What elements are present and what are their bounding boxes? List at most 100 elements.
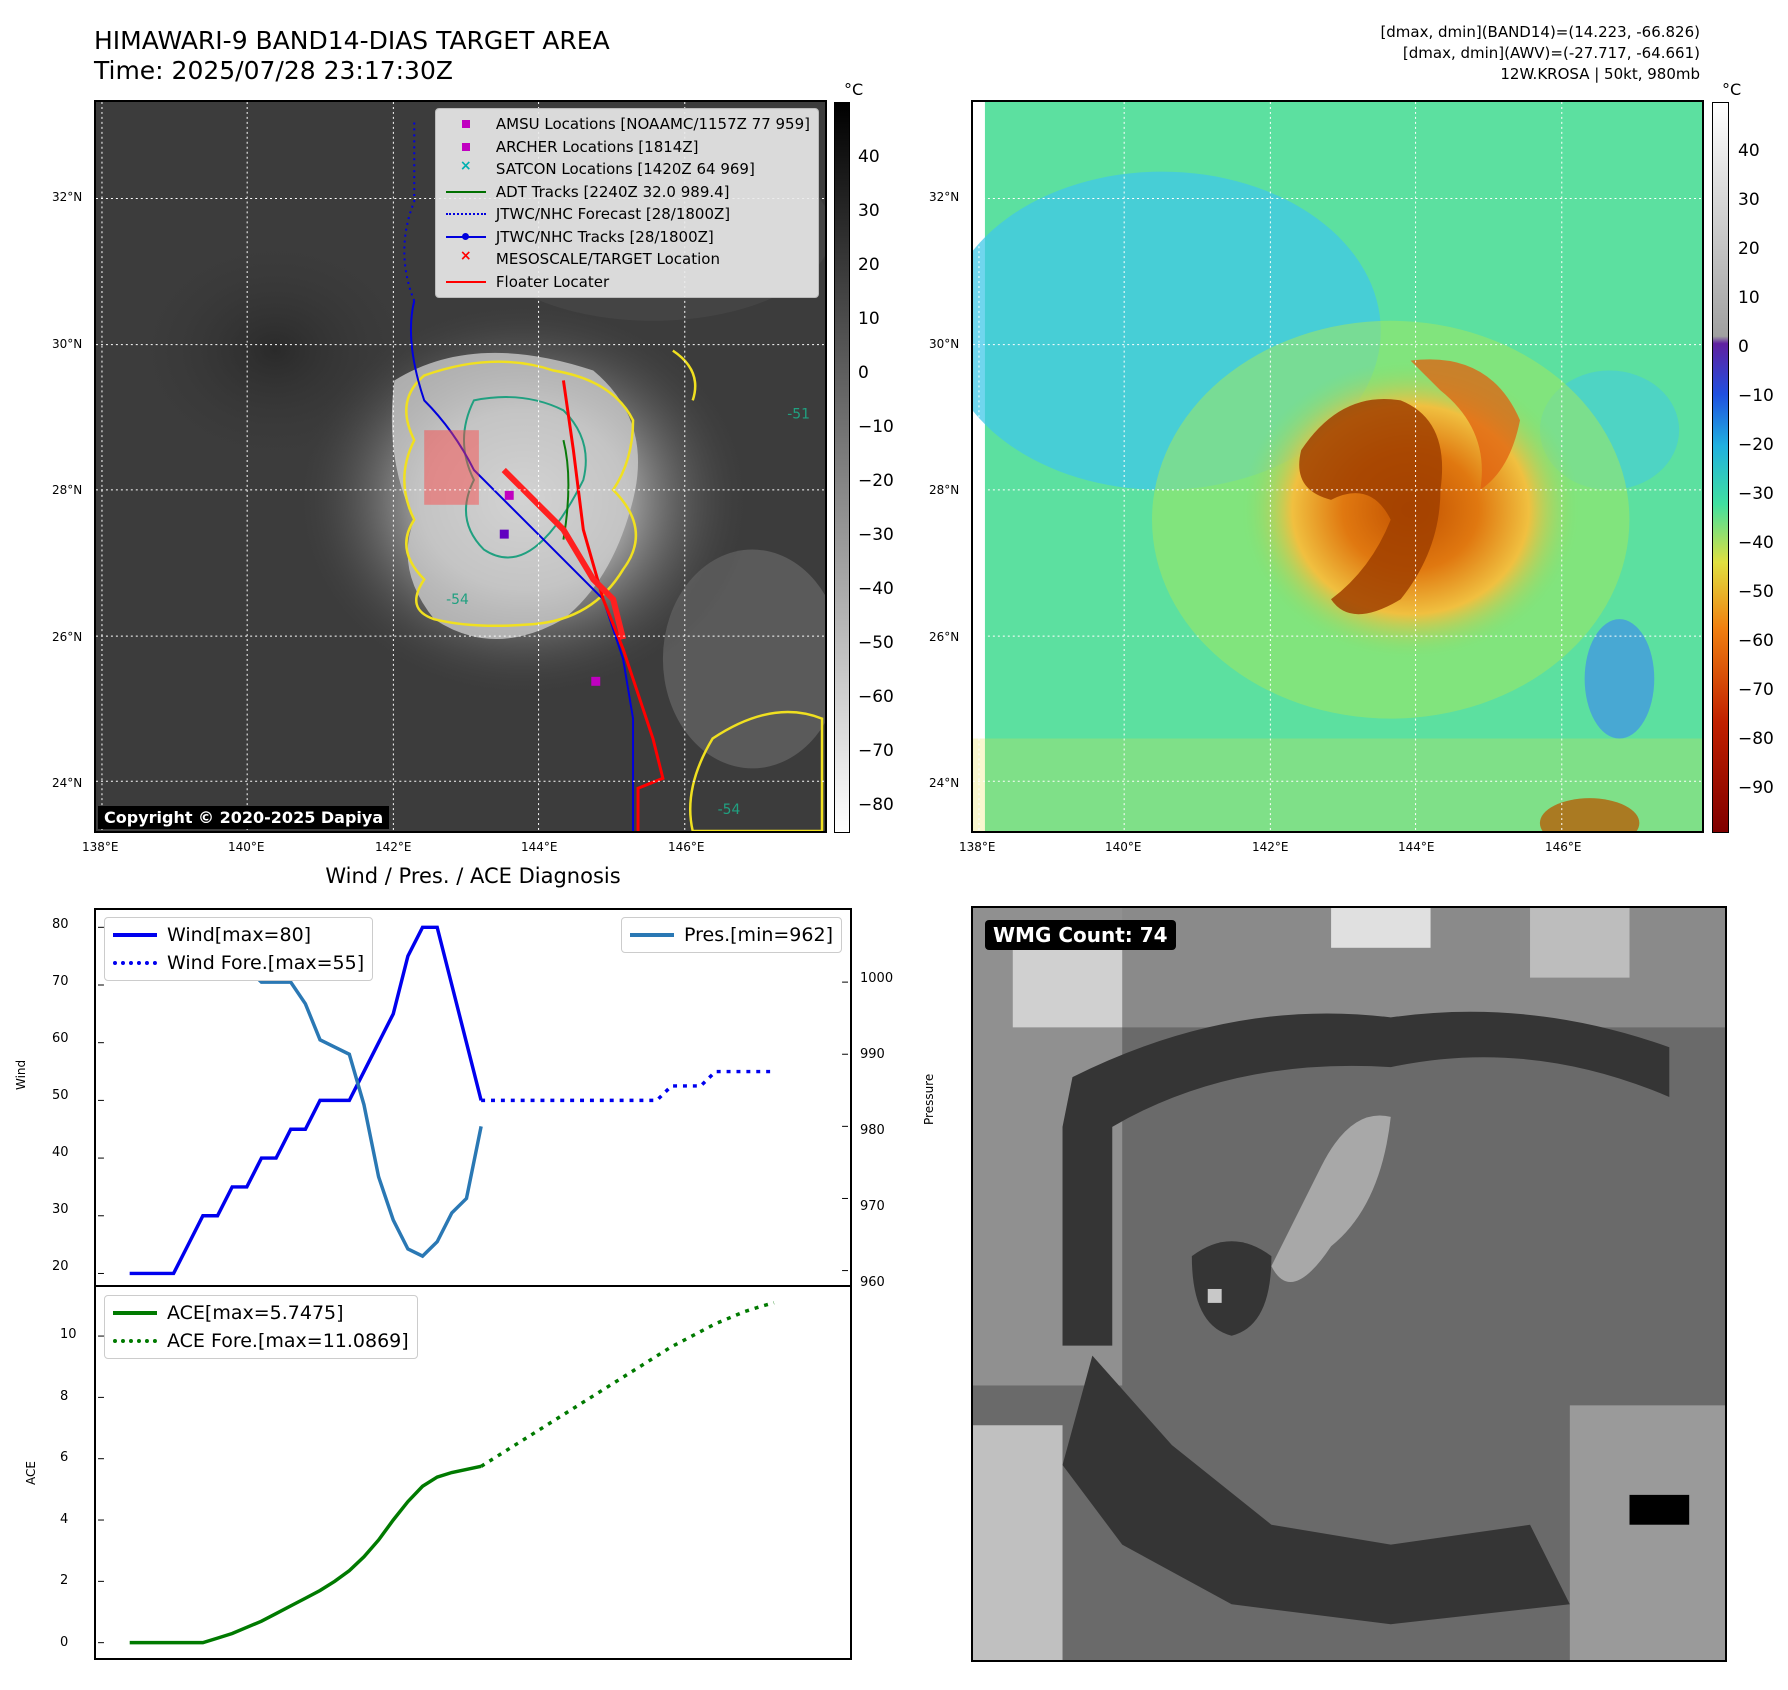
cb-tick: −60 — [858, 687, 894, 707]
legend-label: Floater Locater — [495, 272, 610, 291]
wmg-light-sw — [973, 1425, 1063, 1660]
archer-marker-2 — [499, 529, 509, 539]
ace-ytick: 4 — [60, 1512, 69, 1527]
wind-ytick: 20 — [52, 1259, 69, 1274]
dotted-line-icon — [113, 1336, 157, 1346]
lat-tick: 24°N — [52, 776, 83, 790]
wind-ylabel: Wind — [14, 1059, 28, 1090]
solid-line-icon — [113, 1308, 157, 1318]
southern-band — [973, 738, 1702, 831]
wmg-dark-ring-s — [1062, 1355, 1570, 1625]
cb-tick: −20 — [858, 471, 894, 491]
jtwc-forecast — [403, 121, 416, 302]
wmg-dark-ring-n — [1062, 1011, 1670, 1346]
cb-tick: 40 — [858, 147, 880, 167]
wind-pressure-panel: Wind[max=80] Wind Fore.[max=55] Pres.[mi… — [94, 908, 852, 1287]
ir-map-panel: -54 -54 -51 AMSU Locations [NOAAMC/1157Z… — [94, 100, 827, 833]
legend-label: ACE Fore.[max=11.0869] — [167, 1330, 409, 1352]
contour-yellow-ne — [672, 349, 697, 401]
cb-tick: −20 — [1738, 435, 1774, 455]
pres-ytick: 960 — [860, 1275, 885, 1290]
lon-tick: 144°E — [1398, 840, 1435, 854]
legend-item-archer: ARCHER Locations [1814Z] — [444, 136, 810, 159]
color-ir-map-panel — [971, 100, 1704, 833]
copyright-label: Copyright © 2020-2025 Dapiya — [98, 806, 390, 829]
cb-tick: −10 — [858, 417, 894, 437]
ace-ytick: 2 — [60, 1573, 69, 1588]
dotted-line-icon — [113, 958, 157, 968]
ace-ytick: 0 — [60, 1635, 69, 1650]
contour-yellow-main — [403, 360, 638, 628]
legend-label: Pres.[min=962] — [684, 924, 833, 946]
cb-tick: −70 — [1738, 680, 1774, 700]
legend-label: ACE[max=5.7475] — [167, 1302, 344, 1324]
line-icon — [444, 274, 488, 290]
legend-label: ADT Tracks [2240Z 32.0 989.4] — [495, 182, 730, 201]
wind-ytick: 60 — [52, 1031, 69, 1046]
wmg-eye — [1207, 1288, 1222, 1303]
legend-item-jtwc-forecast: JTWC/NHC Forecast [28/1800Z] — [444, 203, 810, 226]
wind-ytick: 80 — [52, 917, 69, 932]
ace-legend: ACE[max=5.7475] ACE Fore.[max=11.0869] — [104, 1295, 418, 1359]
cb-tick: −90 — [1738, 778, 1774, 798]
cold-cluster-se — [1539, 798, 1640, 831]
legend-label: MESOSCALE/TARGET Location — [495, 250, 720, 269]
info-line3: 12W.KROSA | 50kt, 980mb — [1500, 65, 1700, 83]
lat-tick: 26°N — [52, 630, 83, 644]
pres-ytick: 980 — [860, 1123, 885, 1138]
square-marker-icon — [444, 139, 488, 155]
cb-tick: −10 — [1738, 386, 1774, 406]
wmg-bright-n — [1331, 908, 1431, 948]
lat-tick: 30°N — [52, 337, 83, 351]
wind-ytick: 70 — [52, 974, 69, 989]
cb-tick: −40 — [858, 579, 894, 599]
wmg-light-band — [1271, 1115, 1391, 1283]
cb-tick: −30 — [1738, 484, 1774, 504]
contour-yellow-se — [689, 710, 824, 831]
wmg-svg — [973, 908, 1725, 1660]
cb-tick: 30 — [1738, 190, 1760, 210]
pres-ylabel: Pressure — [922, 1073, 936, 1125]
cb-tick: −70 — [858, 741, 894, 761]
wind-legend: Wind[max=80] Wind Fore.[max=55] — [104, 917, 374, 981]
wmg-bright-nw — [1012, 947, 1123, 1028]
lon-tick: 138°E — [82, 840, 119, 854]
lon-tick: 140°E — [1105, 840, 1142, 854]
legend-label: Wind[max=80] — [167, 924, 312, 946]
archer-marker — [591, 676, 601, 686]
lat-tick: 28°N — [52, 483, 83, 497]
legend-wind: Wind[max=80] — [113, 921, 364, 949]
legend-wind-fore: Wind Fore.[max=55] — [113, 949, 364, 977]
lat-tick: 32°N — [52, 190, 83, 204]
cb-tick: −80 — [858, 795, 894, 815]
pres-ytick: 970 — [860, 1199, 885, 1214]
wmg-count-badge: WMG Count: 74 — [985, 920, 1176, 950]
legend-pres: Pres.[min=962] — [630, 921, 833, 949]
cb-tick: −50 — [858, 633, 894, 653]
lon-tick: 146°E — [668, 840, 705, 854]
pres-ytick: 990 — [860, 1047, 885, 1062]
wind-ytick: 30 — [52, 1202, 69, 1217]
wmg-panel: WMG Count: 74 — [971, 906, 1727, 1662]
legend-item-satcon: × SATCON Locations [1420Z 64 969] — [444, 158, 810, 181]
x-marker-icon: × — [459, 158, 472, 175]
colorbar-right — [1712, 102, 1729, 833]
ace-forecast-line — [480, 1301, 775, 1468]
solid-line-icon — [113, 930, 157, 940]
ace-svg — [98, 1301, 775, 1645]
cb-tick: 0 — [1738, 337, 1749, 357]
wmg-black-block — [1629, 1494, 1690, 1525]
lat-tick: 32°N — [929, 190, 960, 204]
lon-tick: 142°E — [375, 840, 412, 854]
contour-label-1: -54 — [446, 592, 469, 608]
lon-tick: 138°E — [959, 840, 996, 854]
wind-line — [129, 925, 483, 1276]
cb-tick: 10 — [858, 309, 880, 329]
info-line2: [dmax, dmin](AWV)=(-27.717, -64.661) — [1402, 44, 1700, 62]
square-marker-icon — [444, 116, 488, 132]
legend-item-mesoscale: × MESOSCALE/TARGET Location — [444, 248, 810, 271]
pressure-legend: Pres.[min=962] — [621, 917, 842, 953]
cb-tick: −80 — [1738, 729, 1774, 749]
wmg-light-ne — [1530, 908, 1630, 978]
figure-title-line2: Time: 2025/07/28 23:17:30Z — [94, 56, 453, 85]
